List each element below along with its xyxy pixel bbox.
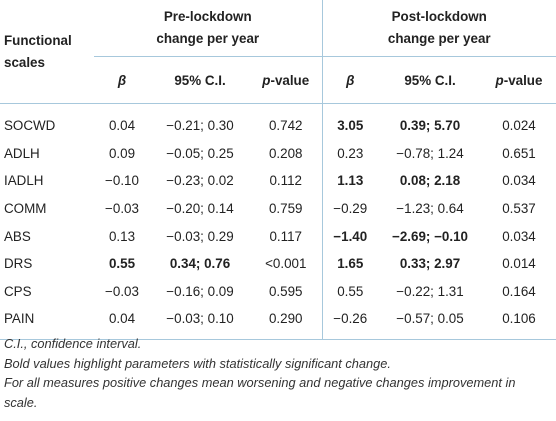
header-functional-scales: Functional scales [0,0,94,104]
table-body: SOCWD 0.04 −0.21; 0.30 0.742 3.05 0.39; 5.70 0… [0,103,556,340]
table-row: ADLH 0.09 −0.05; 0.25 0.208 0.23 −0.78; 1.24 0… [0,139,556,168]
scale-name: CPS [4,283,32,299]
header-post-lockdown: Post-lockdown change per year [321,0,556,57]
footnote-direction: For all measures positive changes mean w… [4,375,516,410]
scale-name: DRS [4,256,33,272]
pre-pvalue-cell: <0.001 [265,256,307,272]
pre-ci-cell: 0.34; 0.76 [169,256,231,272]
pre-beta-cell: −0.10 [105,173,139,189]
post-ci-cell: 0.08; 2.18 [399,173,461,189]
post-ci-cell: 0.33; 2.97 [399,256,461,272]
scale-name: IADLH [4,173,44,189]
post-pvalue-cell: 0.651 [502,145,536,161]
results-table: Functional scales Pre-lockdown change pe… [0,0,556,340]
pre-beta-cell: 0.55 [108,256,136,272]
pre-pvalue-cell: 0.117 [269,228,302,244]
scale-name: ABS [4,228,31,244]
scale-name: PAIN [0,305,94,340]
pre-ci-cell: −0.05; 0.25 [166,145,234,161]
post-ci-cell: −0.22; 1.31 [396,283,464,299]
scale-name: COMM [4,201,47,217]
pre-pvalue-cell: 0.290 [250,305,322,340]
post-pvalue-cell: 0.034 [502,173,536,189]
pre-ci-cell: −0.03; 0.10 [150,305,250,340]
header-post-pvalue: p-value [482,56,556,104]
post-pvalue-cell: 0.164 [502,283,536,299]
pre-pvalue-cell: 0.759 [268,201,303,217]
post-beta-cell: 0.23 [321,139,378,168]
scale-name: SOCWD [4,118,56,134]
table-row: SOCWD 0.04 −0.21; 0.30 0.742 3.05 0.39; 5.70 0… [0,103,556,140]
pre-pvalue-cell: 0.112 [269,173,302,189]
table-row: IADLH −0.10 −0.23; 0.02 0.112 1.13 0.08; 2.18… [0,167,556,195]
pre-beta-cell: −0.03 [105,201,139,217]
pre-ci-cell: −0.20; 0.14 [166,201,234,217]
post-pvalue-cell: 0.034 [502,228,536,244]
pre-ci-cell: −0.23; 0.02 [166,173,234,189]
pre-ci-cell: −0.16; 0.09 [166,283,234,299]
post-beta-cell: 1.13 [321,167,378,195]
post-ci-cell: −2.69; −0.10 [392,228,468,244]
table-row: PAIN 0.04 −0.03; 0.10 0.290 −0.26 −0.57; 0.05… [0,305,556,340]
table-row: DRS 0.55 0.34; 0.76 <0.001 1.65 0.33; 2.97 0.0… [0,249,556,278]
pre-pvalue-cell: 0.742 [268,118,303,134]
post-pvalue-cell: 0.024 [502,118,536,134]
pre-ci-cell: −0.21; 0.30 [166,118,234,134]
header-pre-lockdown: Pre-lockdown change per year [94,0,322,57]
post-ci-cell: 0.39; 5.70 [399,118,461,134]
pre-beta-cell: 0.13 [108,228,136,244]
post-pvalue-cell: 0.537 [502,201,536,217]
pre-beta-cell: 0.04 [94,305,150,340]
footnote-bold: Bold values highlight parameters with st… [4,355,391,371]
post-beta-cell: −0.26 [321,305,378,340]
header-pre-ci: 95% C.I. [150,56,250,104]
post-beta-cell: −1.40 [321,222,378,250]
post-pvalue-cell: 0.106 [482,305,556,340]
table-footnotes: C.I., confidence interval. Bold values h… [4,334,552,412]
scale-name: ADLH [4,145,40,161]
header-pre-beta: β [94,56,150,104]
table-row: CPS −0.03 −0.16; 0.09 0.595 0.55 −0.22; 1.31 0… [0,277,556,306]
pre-ci-cell: −0.03; 0.29 [166,228,234,244]
table-row: ABS 0.13 −0.03; 0.29 0.117 −1.40 −2.69; −0.10… [0,222,556,250]
pre-beta-cell: 0.04 [108,118,136,134]
table-row: COMM −0.03 −0.20; 0.14 0.759 −0.29 −1.23; 0.6… [0,194,556,223]
pre-pvalue-cell: 0.595 [268,283,303,299]
post-beta-cell: 1.65 [321,249,378,278]
post-ci-cell: −0.57; 0.05 [378,305,482,340]
post-beta-cell: 0.55 [321,277,378,306]
pre-pvalue-cell: 0.208 [268,145,303,161]
pre-beta-cell: 0.09 [108,145,136,161]
post-pvalue-cell: 0.014 [502,256,536,272]
footnote-ci: C.I., confidence interval. [4,336,142,351]
post-ci-cell: −0.78; 1.24 [396,145,464,161]
post-beta-cell: −0.29 [321,194,378,223]
post-ci-cell: −1.23; 0.64 [396,201,464,217]
header-post-beta: β [321,56,378,104]
header-pre-pvalue: p-value [250,56,322,104]
pre-beta-cell: −0.03 [105,283,139,299]
header-post-ci: 95% C.I. [378,56,482,104]
post-beta-cell: 3.05 [321,103,378,140]
